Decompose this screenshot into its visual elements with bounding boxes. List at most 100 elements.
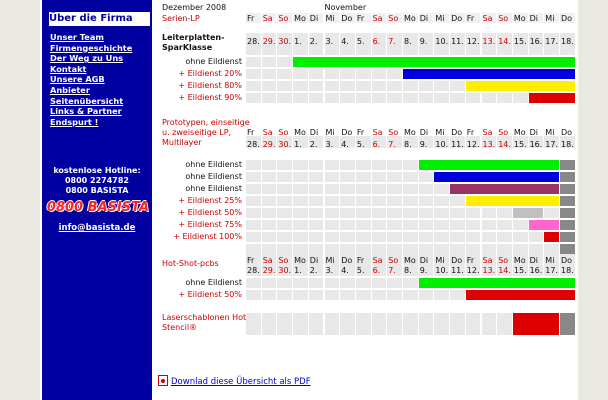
grid-cell (371, 254, 387, 276)
grid-cell (403, 136, 418, 148)
grid-cell (261, 93, 277, 103)
grid-cell (308, 81, 324, 91)
grid-cell (308, 184, 324, 194)
row-label: + Eildienst 100% (173, 232, 242, 241)
grid-cell (308, 290, 324, 300)
grid-cell (371, 313, 387, 335)
delivery-bar (560, 184, 575, 194)
grid-cell (246, 81, 261, 91)
pdf-icon[interactable] (158, 375, 168, 386)
grid-cell (512, 254, 528, 276)
grid-cell (308, 244, 324, 254)
date-label: 10. (435, 37, 449, 46)
grid-cell (308, 69, 324, 79)
grid-cell (293, 136, 308, 148)
section-title: Hot-Shot-pcbs (162, 259, 219, 268)
row-label: + Eildienst 90% (178, 93, 242, 102)
grid-cell (465, 208, 481, 218)
date-label: 11. (451, 37, 464, 46)
delivery-bar (544, 232, 559, 242)
weekday-label: Do (451, 14, 463, 23)
date-label: 14. (498, 140, 511, 149)
weekday-label: Di (309, 128, 319, 137)
grid-cell (481, 220, 497, 230)
date-label: 15. (513, 266, 527, 275)
sidebar-link-sitemap[interactable]: Seitenübersicht (50, 95, 124, 106)
grid-cell (387, 208, 402, 218)
grid-cell (246, 220, 261, 230)
grid-cell (293, 220, 308, 230)
grid-cell (403, 232, 418, 242)
date-label: 4. (341, 140, 349, 149)
grid-cell (434, 81, 450, 91)
grid-cell (246, 160, 261, 170)
date-label: 28. (247, 266, 260, 275)
grid-cell (528, 244, 544, 254)
weekday-label: Sa (372, 256, 383, 265)
delivery-bar (560, 208, 575, 218)
date-label: 3. (325, 140, 334, 149)
grid-cell (355, 290, 371, 300)
grid-cell (340, 69, 355, 79)
weekday-label: Mo (294, 14, 306, 23)
grid-cell (308, 160, 324, 170)
email-link[interactable]: info@basista.de (58, 223, 136, 233)
grid-cell (450, 313, 465, 335)
grid-cell (277, 136, 293, 148)
delivery-bar (465, 290, 575, 300)
grid-cell (293, 290, 308, 300)
grid-cell (324, 172, 340, 182)
grid-cell (355, 136, 371, 148)
grid-cell (544, 254, 559, 276)
grid-cell (497, 208, 512, 218)
grid-cell (277, 172, 293, 182)
grid-cell (387, 93, 402, 103)
grid-cell (355, 254, 371, 276)
grid-cell (544, 136, 559, 148)
grid-cell (355, 196, 371, 206)
grid-cell (277, 232, 293, 242)
sidebar-link-provider[interactable]: Anbieter (50, 84, 90, 95)
date-label: 18. (561, 140, 574, 149)
grid-cell (277, 33, 293, 55)
sidebar-link-partners[interactable]: Links & Partner (50, 106, 122, 117)
weekday-label: Mi (325, 256, 335, 265)
pdf-download-link[interactable]: Downlad diese Übersicht als PDF (171, 377, 311, 387)
grid-cell (481, 136, 497, 148)
weekday-label: Do (451, 256, 463, 265)
sidebar-link-final-spurt[interactable]: Endspurt ! (50, 116, 99, 127)
grid-cell (403, 33, 418, 55)
date-label: 30. (278, 266, 292, 275)
sidebar-link-team[interactable]: Unser Team (50, 32, 104, 42)
date-label: 13. (482, 266, 496, 275)
header-cell (528, 13, 544, 23)
grid-cell (371, 160, 387, 170)
weekday-label: Mi (435, 14, 445, 23)
grid-cell (293, 278, 308, 288)
delivery-schedule: Dezember 2008 November Serien-LP Fr Sa So Mo Di… (160, 0, 575, 340)
weekday-label: Mi (325, 14, 335, 23)
grid-cell (340, 254, 355, 276)
sidebar-link-directions[interactable]: Der Weg zu Uns (50, 53, 124, 64)
sidebar-link-terms[interactable]: Unsere AGB (50, 74, 105, 85)
date-label: 1. (294, 37, 302, 46)
grid-cell (355, 184, 371, 194)
grid-cell (403, 244, 418, 254)
date-label: 10. (435, 266, 449, 275)
header-cell (560, 13, 575, 23)
grid-cell (277, 313, 293, 335)
grid-cell (403, 160, 418, 170)
sidebar-link-contact[interactable]: Kontakt (50, 63, 87, 74)
grid-cell (465, 232, 481, 242)
grid-cell (261, 184, 277, 194)
grid-cell (355, 208, 371, 218)
sidebar-link-history[interactable]: Firmengeschichte (50, 42, 133, 53)
month-label-right: November (324, 3, 367, 12)
grid-cell (371, 184, 387, 194)
date-label: 12. (466, 140, 480, 149)
grid-cell (512, 136, 528, 148)
weekday-label: Fr (466, 14, 475, 23)
delivery-bar (560, 196, 575, 206)
grid-cell (371, 196, 387, 206)
grid-cell (450, 196, 465, 206)
